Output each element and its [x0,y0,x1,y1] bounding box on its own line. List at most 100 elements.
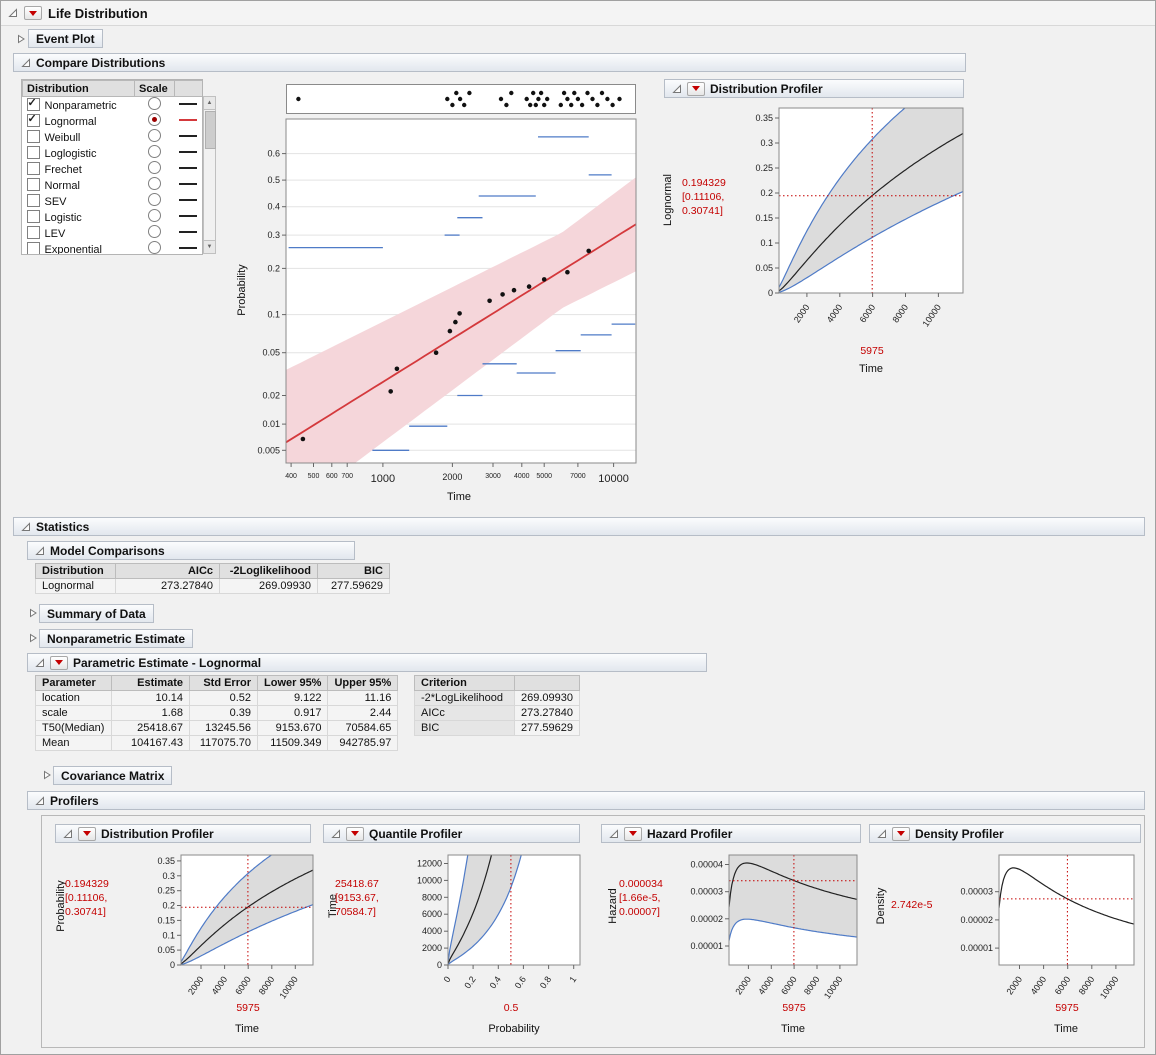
red-triangle-menu[interactable] [346,826,364,841]
model-comparisons-header[interactable]: Model Comparisons [27,541,355,560]
report-title-bar[interactable]: Life Distribution [1,1,1155,26]
y-axis-label: Lognormal [662,174,674,226]
profilers-header[interactable]: Profilers [27,791,1145,810]
disclosure-triangle-open[interactable] [35,545,45,556]
red-triangle-icon [897,831,905,836]
svg-text:0.00003: 0.00003 [690,887,723,897]
statistics-header[interactable]: Statistics [13,517,1145,536]
scrollbar[interactable]: ▲ ▼ [203,96,216,254]
column-header: Std Error [189,675,258,691]
compare-distributions-header[interactable]: Compare Distributions [13,53,966,72]
scale-radio[interactable] [148,241,161,254]
distribution-profiler-header[interactable]: Distribution Profiler [664,79,964,98]
quantile-profiler-plot[interactable]: 12000 10000 8000 6000 4000 2000 00 0.2 0.4 0.6 0.8… [396,847,592,1012]
red-triangle-menu[interactable] [687,81,705,96]
distribution-checkbox[interactable] [26,178,40,191]
svg-text:0.00001: 0.00001 [960,943,993,953]
distribution-checkbox[interactable] [26,112,40,127]
red-triangle-menu[interactable] [892,826,910,841]
scale-radio[interactable] [148,209,161,222]
scale-radio[interactable] [148,161,161,174]
profiler-current-value[interactable]: 2.742e-5 [891,899,933,911]
disclosure-triangle-open[interactable] [877,828,887,839]
table-row: Mean 104167.43 117075.70 11509.349 942785.97 [35,735,399,751]
hazard-profiler-plot[interactable]: 0.00004 0.00003 0.00002 0.00001 2000 4000 6000… [669,847,869,1012]
scale-radio[interactable] [148,177,161,190]
summary-of-data-header[interactable]: Summary of Data [39,604,154,623]
distribution-label: Frechet [44,164,82,176]
profiler-x-value[interactable]: 0.5 [503,1002,519,1014]
column-header: Distribution [35,563,116,579]
profiler-current-value[interactable]: 0.000034 [1.66e-5, 0.00007] [619,878,663,918]
scale-radio[interactable] [148,225,161,238]
profiler-current-value[interactable]: 0.194329 [0.11106, 0.30741] [682,177,726,217]
nonparametric-estimate-header[interactable]: Nonparametric Estimate [39,629,194,648]
disclosure-triangle-closed[interactable] [42,770,52,780]
distribution-color-line [178,231,197,233]
disclosure-triangle-closed[interactable] [28,633,38,643]
covariance-matrix-header[interactable]: Covariance Matrix [53,766,173,785]
red-triangle-menu[interactable] [78,826,96,841]
disclosure-triangle-open[interactable] [21,57,31,68]
distribution-checkbox[interactable] [26,162,40,175]
disclosure-triangle-open[interactable] [35,795,45,806]
svg-text:0: 0 [768,288,773,298]
distribution-color-line [178,247,197,249]
quantile-profiler-header[interactable]: Quantile Profiler [323,824,580,843]
disclosure-triangle-open[interactable] [21,521,31,532]
svg-text:0.02: 0.02 [262,391,280,401]
svg-text:4000: 4000 [756,974,776,996]
svg-text:500: 500 [308,473,320,480]
profiler-x-value[interactable]: 5975 [782,1002,806,1014]
profiler-x-value[interactable]: 5975 [860,345,884,357]
scale-radio[interactable] [148,97,161,110]
column-header [174,80,202,97]
disclosure-triangle-open[interactable] [35,657,45,668]
scale-radio[interactable] [148,193,161,206]
hazard-profiler-header[interactable]: Hazard Profiler [601,824,861,843]
scrollbar-thumb[interactable] [205,111,216,149]
column-header: Distribution [22,80,135,97]
profiler-x-value[interactable]: 5975 [1055,1002,1079,1014]
disclosure-triangle-open[interactable] [8,8,18,18]
scale-radio[interactable] [148,113,161,126]
distribution-checkbox[interactable] [26,96,40,111]
disclosure-triangle-closed[interactable] [16,34,26,44]
svg-text:0.2: 0.2 [162,901,175,911]
red-triangle-menu[interactable] [24,6,42,20]
distribution-checkbox[interactable] [26,130,40,143]
profiler-x-value[interactable]: 5975 [236,1002,260,1014]
probability-plot[interactable]: 0.6 0.5 0.4 0.3 0.2 0.1 0.05 0.02 0.01 0.005 400 50… [231,79,651,491]
red-triangle-menu[interactable] [624,826,642,841]
distribution-checkbox[interactable] [26,210,40,223]
density-profiler-header[interactable]: Density Profiler [869,824,1141,843]
scale-radio[interactable] [148,145,161,158]
distribution-checkbox[interactable] [26,146,40,159]
svg-text:8000: 8000 [802,974,822,996]
event-plot-header[interactable]: Event Plot [28,29,103,48]
disclosure-triangle-open[interactable] [331,828,341,839]
disclosure-triangle-open[interactable] [672,83,682,94]
distribution-checkbox[interactable] [26,194,40,207]
distribution-profiler-header[interactable]: Distribution Profiler [55,824,311,843]
svg-text:8000: 8000 [422,892,442,902]
parametric-estimate-header[interactable]: Parametric Estimate - Lognormal [27,653,707,672]
disclosure-triangle-open[interactable] [63,828,73,839]
distribution-checkbox[interactable] [26,242,40,254]
disclosure-triangle-open[interactable] [609,828,619,839]
distribution-checkbox[interactable] [26,226,40,239]
profiler-current-value[interactable]: 0.194329 [0.11106, 0.30741] [65,878,109,918]
profiler-current-value[interactable]: 25418.67 [9153.67, 70584.7] [335,878,379,918]
scale-radio[interactable] [148,129,161,142]
red-triangle-menu[interactable] [50,655,68,670]
svg-text:0.05: 0.05 [755,263,773,273]
scrollbar-up-arrow[interactable]: ▲ [204,97,215,110]
disclosure-triangle-closed[interactable] [28,608,38,618]
svg-text:4000: 4000 [825,302,845,324]
svg-text:0.6: 0.6 [513,974,528,990]
y-axis-label: Probability [236,264,248,316]
density-profiler-plot[interactable]: 0.00003 0.00002 0.00001 2000 4000 6000 8000 100… [939,847,1146,1012]
scrollbar-down-arrow[interactable]: ▼ [204,240,215,253]
